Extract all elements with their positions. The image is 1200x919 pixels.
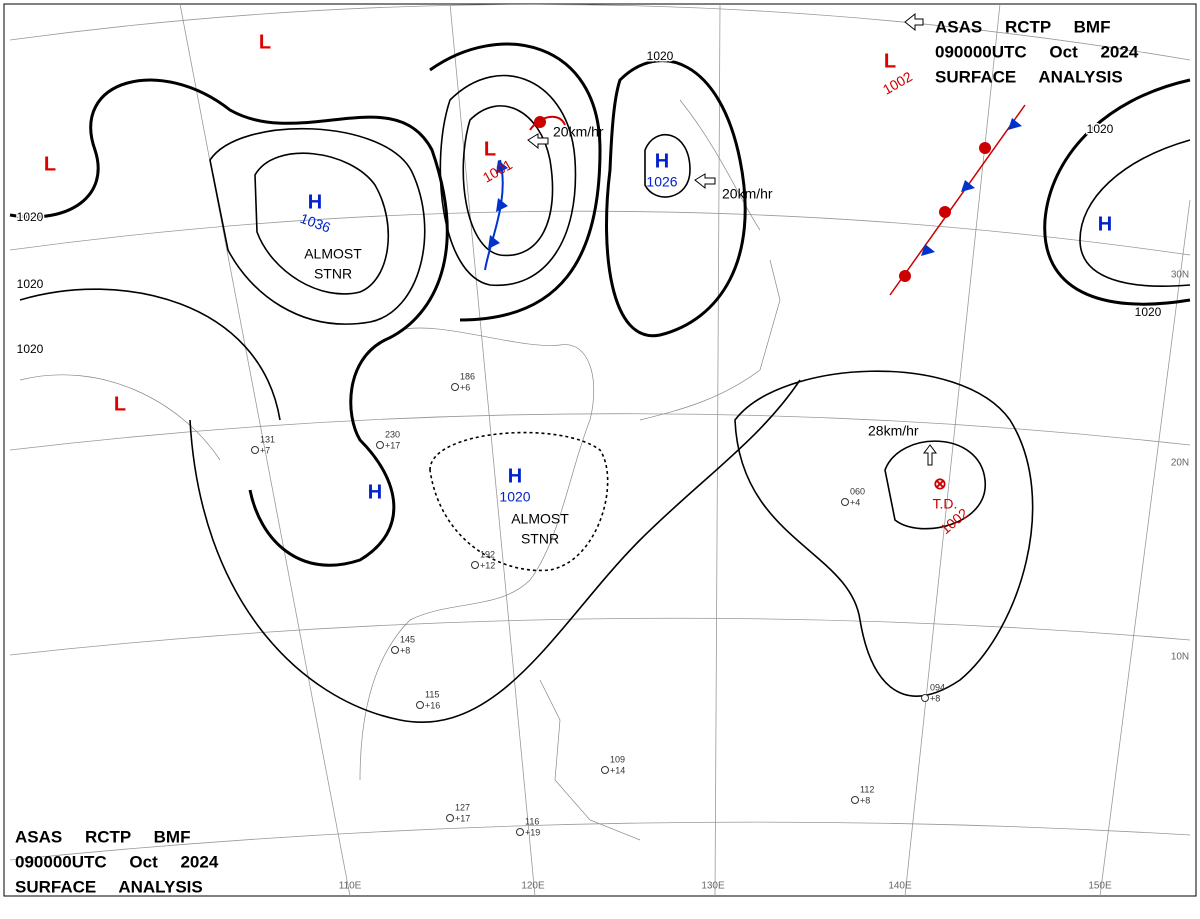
station-tendency: +16 bbox=[425, 700, 440, 710]
station-tendency: +8 bbox=[860, 795, 870, 805]
latitude-label: 20N bbox=[1171, 458, 1189, 469]
td-label: T.D. bbox=[933, 496, 958, 512]
station-marker bbox=[601, 766, 609, 774]
isobar-label: 1020 bbox=[1087, 122, 1114, 136]
station-pressure: 112 bbox=[860, 784, 874, 794]
low-symbol: L bbox=[114, 393, 126, 415]
station-marker bbox=[416, 701, 424, 709]
station-marker bbox=[851, 796, 859, 804]
station-tendency: +19 bbox=[525, 827, 540, 837]
td-symbol: ⊗ bbox=[933, 476, 946, 493]
isobar-label: 1020 bbox=[17, 342, 44, 356]
high-symbol: H bbox=[508, 465, 522, 487]
high-pressure: 1026 bbox=[646, 174, 677, 190]
header-line: 090000UTC Oct 2024 bbox=[935, 42, 1139, 61]
movement-label: 20km/hr bbox=[722, 186, 773, 202]
station-tendency: +14 bbox=[610, 765, 625, 775]
fronts bbox=[484, 104, 1026, 296]
station-marker bbox=[376, 441, 384, 449]
station-tendency: +12 bbox=[480, 560, 495, 570]
station-tendency: +17 bbox=[455, 813, 470, 823]
station-marker bbox=[446, 814, 454, 822]
station-tendency: +6 bbox=[460, 382, 470, 392]
station-pressure: 094 bbox=[930, 682, 945, 692]
station-marker bbox=[251, 446, 259, 454]
isobar-label: 1020 bbox=[647, 49, 674, 63]
station-pressure: 192 bbox=[480, 549, 495, 559]
station-pressure: 230 bbox=[385, 429, 400, 439]
movement-label: 20km/hr bbox=[553, 124, 604, 140]
station-pressure: 115 bbox=[425, 689, 439, 699]
station-marker bbox=[841, 498, 849, 506]
latitude-label: 30N bbox=[1171, 270, 1189, 281]
station-marker bbox=[516, 828, 524, 836]
station-pressure: 109 bbox=[610, 754, 625, 764]
high-pressure: 1020 bbox=[499, 489, 530, 505]
station-pressure: 116 bbox=[525, 816, 539, 826]
high-symbol: H bbox=[368, 481, 382, 503]
isobar-label: 1020 bbox=[17, 210, 44, 224]
longitude-label: 130E bbox=[701, 881, 725, 892]
header-line: ASAS RCTP BMF bbox=[15, 827, 190, 846]
station-tendency: +8 bbox=[930, 693, 940, 703]
station-marker bbox=[471, 561, 479, 569]
low-symbol: L bbox=[484, 138, 496, 160]
longitude-label: 140E bbox=[888, 881, 912, 892]
station-pressure: 060 bbox=[850, 486, 865, 496]
station-marker bbox=[391, 646, 399, 654]
high-symbol: H bbox=[308, 191, 322, 213]
header-line: ASAS RCTP BMF bbox=[935, 17, 1110, 36]
coastlines bbox=[19, 99, 781, 841]
stationary-note: STNR bbox=[521, 531, 559, 547]
isobars bbox=[9, 42, 1191, 723]
station-pressure: 186 bbox=[460, 371, 475, 381]
longitude-label: 110E bbox=[339, 881, 362, 892]
station-pressure: 145 bbox=[400, 634, 415, 644]
station-tendency: +4 bbox=[850, 497, 860, 507]
isobar-label: 1020 bbox=[17, 277, 44, 291]
movement-label: 28km/hr bbox=[868, 423, 919, 439]
low-symbol: L bbox=[884, 50, 896, 72]
stationary-note: ALMOST bbox=[304, 246, 362, 262]
low-symbol: L bbox=[259, 31, 271, 53]
longitude-label: 150E bbox=[1088, 881, 1112, 892]
station-pressure: 131 bbox=[260, 434, 275, 444]
station-marker bbox=[451, 383, 459, 391]
station-tendency: +7 bbox=[260, 445, 270, 455]
header-line: SURFACE ANALYSIS bbox=[15, 877, 203, 896]
low-symbol: L bbox=[44, 153, 56, 175]
station-tendency: +8 bbox=[400, 645, 410, 655]
latitude-label: 10N bbox=[1171, 652, 1189, 663]
station-pressure: 127 bbox=[455, 802, 470, 812]
high-symbol: H bbox=[1098, 213, 1112, 235]
station-tendency: +17 bbox=[385, 440, 400, 450]
stationary-note: STNR bbox=[314, 266, 352, 282]
stationary-note: ALMOST bbox=[511, 511, 569, 527]
isobar-label: 1020 bbox=[1135, 305, 1162, 319]
header-line: SURFACE ANALYSIS bbox=[935, 67, 1123, 86]
station-marker bbox=[921, 694, 929, 702]
header-line: 090000UTC Oct 2024 bbox=[15, 852, 219, 871]
high-symbol: H bbox=[655, 150, 669, 172]
longitude-label: 120E bbox=[521, 881, 545, 892]
movement-arrows bbox=[527, 12, 937, 466]
